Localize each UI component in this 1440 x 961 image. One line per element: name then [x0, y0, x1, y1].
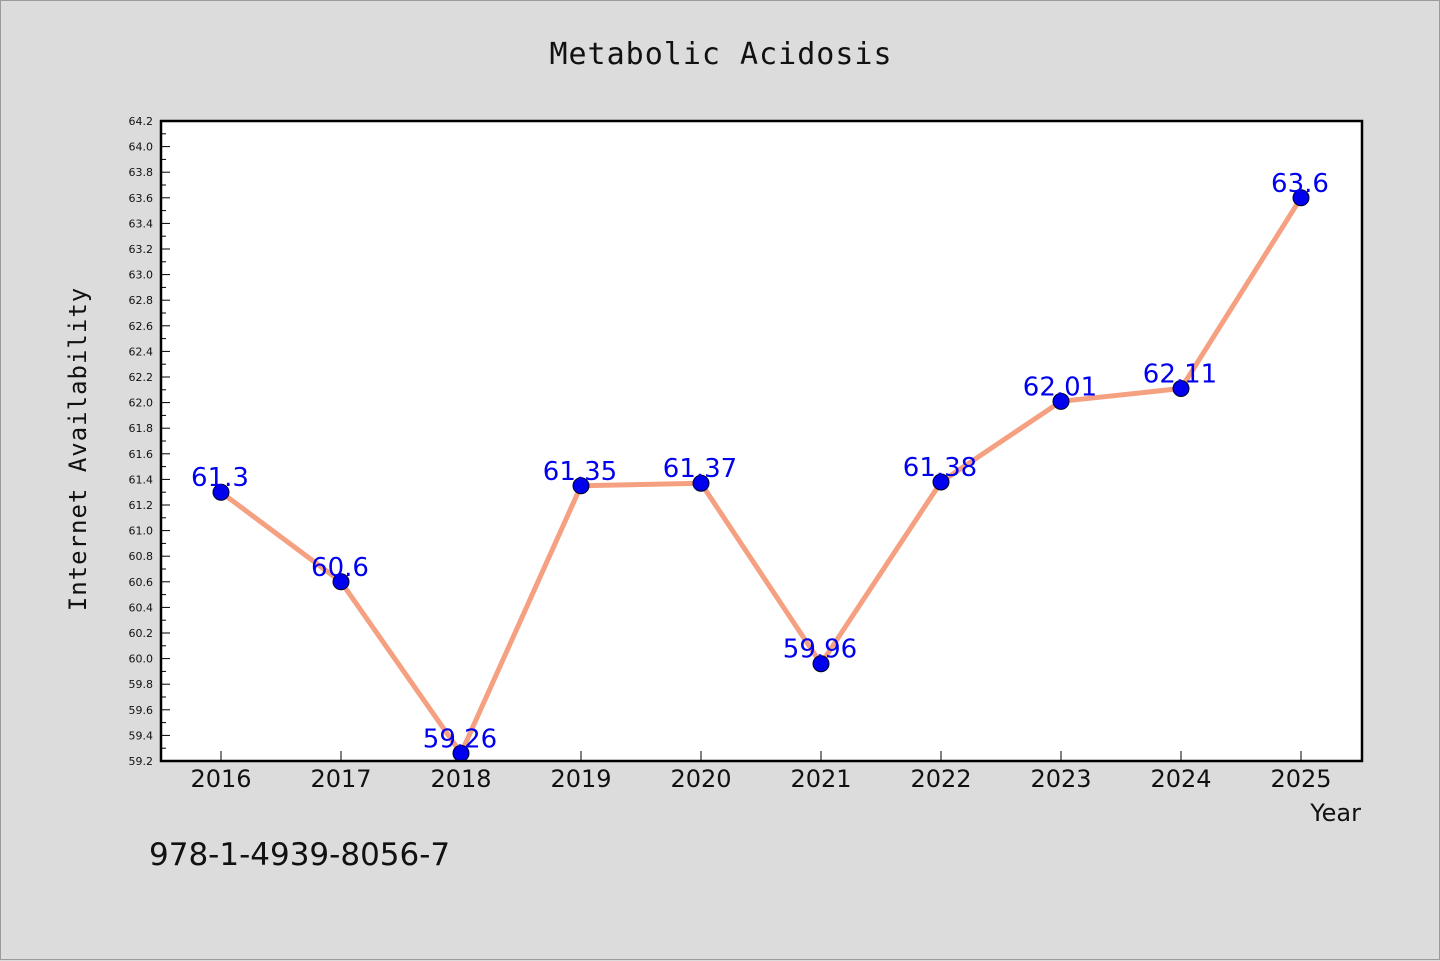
data-point — [812, 655, 830, 673]
data-point — [1052, 392, 1070, 410]
x-tick-label: 2019 — [550, 765, 611, 793]
data-label: 59.26 — [423, 724, 497, 754]
y-tick-label: 60.4 — [129, 601, 154, 614]
data-point — [572, 477, 590, 495]
y-tick-label: 61.2 — [129, 499, 154, 512]
isbn-annotation: 978-1-4939-8056-7 — [149, 837, 450, 873]
data-label: 59.96 — [783, 635, 857, 665]
y-tick-label: 59.2 — [129, 755, 154, 768]
data-point — [932, 473, 950, 491]
plot-area — [161, 121, 1362, 761]
y-tick-label: 62.2 — [129, 371, 154, 384]
y-tick-label: 63.8 — [129, 166, 154, 179]
y-tick-label: 64.0 — [129, 141, 154, 154]
x-axis: 2016 2017 2018 2019 2020 2021 2022 2023 2024 2025 — [190, 751, 1332, 793]
y-tick-label: 59.6 — [129, 704, 154, 717]
y-tick-label: 60.0 — [129, 653, 154, 666]
data-label: 60.6 — [311, 553, 369, 583]
plot-frame — [159, 119, 1364, 763]
y-axis-label: Internet Availability — [64, 287, 92, 611]
y-tick-label: 63.2 — [129, 243, 154, 256]
x-tick-label: 2022 — [910, 765, 971, 793]
data-label: 62.01 — [1023, 372, 1097, 402]
x-tick-label: 2016 — [190, 765, 251, 793]
data-point — [692, 474, 710, 492]
x-axis-label: Year — [1309, 799, 1361, 827]
x-tick-label: 2025 — [1270, 765, 1331, 793]
series-layer: 61.3 60.6 59.26 61.35 61.37 59.96 61.38 62.01 62… — [191, 169, 1329, 762]
data-label: 63.6 — [1271, 169, 1329, 199]
y-tick-label: 60.2 — [129, 627, 154, 640]
y-tick-label: 62.6 — [129, 320, 154, 333]
y-tick-label: 61.0 — [129, 525, 154, 538]
y-tick-label: 63.0 — [129, 269, 154, 282]
x-tick-label: 2021 — [790, 765, 851, 793]
y-tick-label: 63.6 — [129, 192, 154, 205]
y-tick-label: 62.8 — [129, 294, 154, 307]
data-point — [1172, 380, 1190, 398]
x-tick-label: 2020 — [670, 765, 731, 793]
y-tick-label: 62.4 — [129, 345, 154, 358]
data-label: 62.11 — [1143, 360, 1217, 390]
x-tick-label: 2017 — [310, 765, 371, 793]
data-label: 61.3 — [191, 463, 249, 493]
data-point — [212, 483, 230, 501]
y-tick-label: 60.8 — [129, 550, 154, 563]
y-tick-label: 61.8 — [129, 422, 154, 435]
data-label: 61.38 — [903, 453, 977, 483]
y-tick-label: 60.6 — [129, 576, 154, 589]
y-tick-label: 59.8 — [129, 678, 154, 691]
data-label: 61.37 — [663, 454, 737, 484]
data-label: 61.35 — [543, 457, 617, 487]
y-tick-label: 64.2 — [129, 115, 154, 128]
chart-title: Metabolic Acidosis — [549, 37, 892, 72]
series-line — [218, 195, 1304, 756]
x-tick-label: 2024 — [1150, 765, 1211, 793]
y-tick-label: 62.0 — [129, 397, 154, 410]
y-tick-label: 59.4 — [129, 729, 154, 742]
data-point — [1292, 189, 1310, 207]
y-axis: 59.2 59.4 59.6 59.8 60.0 60.2 60.4 60.6 60.8 61.0… — [129, 115, 170, 768]
y-tick-label: 61.4 — [129, 473, 154, 486]
y-tick-label: 61.6 — [129, 448, 154, 461]
x-tick-label: 2023 — [1030, 765, 1091, 793]
x-tick-label: 2018 — [430, 765, 491, 793]
y-tick-label: 63.4 — [129, 217, 154, 230]
data-point — [332, 573, 350, 591]
